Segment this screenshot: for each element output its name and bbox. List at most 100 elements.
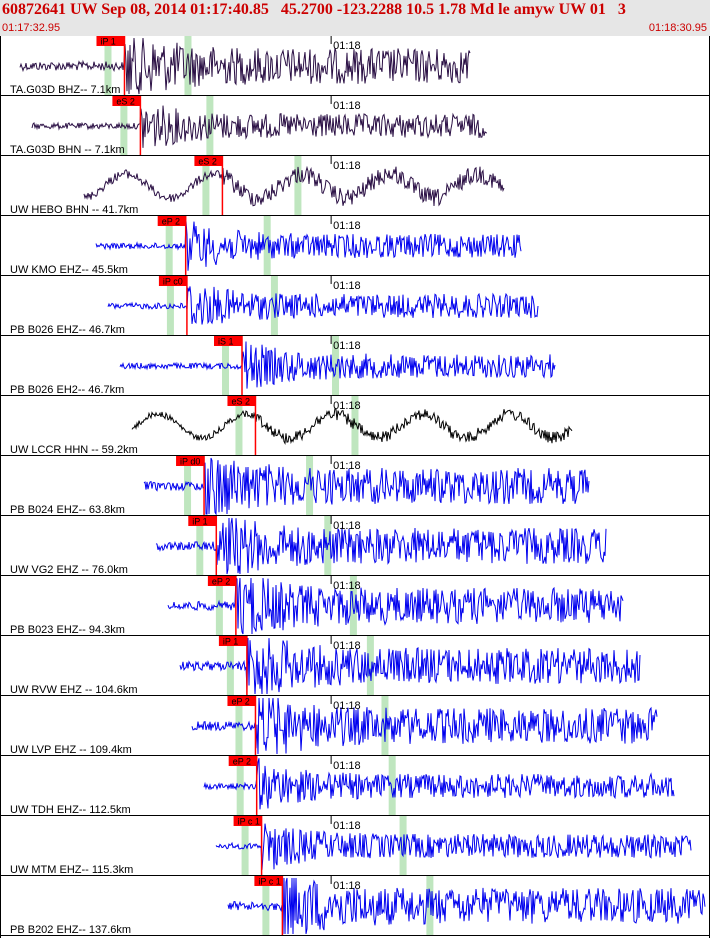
pick-label: iS 1 bbox=[218, 337, 234, 347]
station-label: PB B026 EHZ-- 46.7km bbox=[10, 324, 125, 336]
station-label: UW TDH EHZ-- 112.5km bbox=[10, 804, 131, 816]
window-band bbox=[215, 576, 223, 636]
station-label: PB B202 EHZ-- 137.6km bbox=[10, 924, 131, 936]
trace-panel: iP 1 01:18 UW VG2 EHZ -- 76.0km bbox=[0, 516, 710, 576]
trace-panel: iP c 1 01:18 PB B202 EHZ-- 137.6km bbox=[0, 876, 710, 936]
trace-panel: eP 2 01:18 UW LVP EHZ -- 109.4km bbox=[0, 696, 710, 756]
trace-panel: iP c0 01:18 PB B026 EHZ-- 46.7km bbox=[0, 276, 710, 336]
time-tick-label: 01:18 bbox=[333, 520, 361, 532]
pick-flag bbox=[254, 876, 283, 886]
time-tick-label: 01:18 bbox=[333, 760, 361, 772]
window-band bbox=[306, 456, 314, 516]
pick-flag bbox=[218, 636, 247, 646]
pick-flag bbox=[227, 396, 256, 406]
pick-label: eS 2 bbox=[116, 97, 135, 107]
waveform-line bbox=[227, 877, 706, 935]
trace-panel: eS 2 01:18 UW LCCR HHN -- 59.2km bbox=[0, 396, 710, 456]
pick-label: eP 2 bbox=[233, 757, 251, 767]
waveform-line bbox=[119, 341, 556, 389]
station-label: UW KMO EHZ-- 45.5km bbox=[10, 264, 128, 276]
pick-flag bbox=[214, 336, 242, 346]
header-bar: 60872641 UW Sep 08, 2014 01:17:40.85 45.… bbox=[0, 0, 710, 36]
window-band bbox=[202, 156, 210, 216]
pick-flag bbox=[207, 576, 236, 586]
time-tick-label: 01:18 bbox=[333, 340, 361, 352]
waveform-line bbox=[107, 286, 539, 325]
pick-label: eP 2 bbox=[231, 697, 249, 707]
station-label: UW LCCR HHN -- 59.2km bbox=[10, 444, 138, 456]
pick-label: iP 1 bbox=[100, 37, 115, 47]
time-tick-label: 01:18 bbox=[333, 460, 361, 472]
trace-panel: iP 1 01:18 UW RVW EHZ -- 104.6km bbox=[0, 636, 710, 696]
pick-flag bbox=[227, 696, 256, 706]
trace-panel: eS 2 01:18 TA.G03D BHN -- 7.1km bbox=[0, 96, 710, 156]
pick-label: iP d0 bbox=[180, 457, 200, 467]
window-band bbox=[196, 516, 204, 576]
pick-flag bbox=[157, 216, 186, 226]
window-band bbox=[381, 696, 389, 756]
pick-flag bbox=[228, 756, 257, 766]
window-band bbox=[426, 876, 434, 936]
window-band bbox=[388, 756, 396, 816]
station-label: PB B023 EHZ-- 94.3km bbox=[10, 624, 125, 636]
waveform-line bbox=[155, 517, 607, 575]
time-tick-label: 01:18 bbox=[333, 160, 361, 172]
pick-flag bbox=[233, 816, 262, 826]
waveform-line bbox=[143, 457, 590, 516]
station-label: UW MTM EHZ-- 115.3km bbox=[10, 864, 133, 876]
trace-panel: eS 2 01:18 UW HEBO BHN -- 41.7km bbox=[0, 156, 710, 216]
trace-panel: eP 2 01:18 UW TDH EHZ-- 112.5km bbox=[0, 756, 710, 816]
time-tick-label: 01:18 bbox=[333, 700, 361, 712]
time-tick-label: 01:18 bbox=[333, 100, 361, 112]
waveform-line bbox=[19, 37, 471, 95]
pick-label: iP c 1 bbox=[238, 817, 260, 827]
window-band bbox=[351, 396, 359, 456]
trace-panel: iS 1 01:18 PB B026 EH2-- 46.7km bbox=[0, 336, 710, 396]
time-tick-label: 01:18 bbox=[333, 280, 361, 292]
window-band bbox=[294, 156, 302, 216]
trace-panel: eP 2 01:18 PB B023 EHZ-- 94.3km bbox=[0, 576, 710, 636]
pick-label: eP 2 bbox=[212, 577, 230, 587]
waveform-line bbox=[95, 221, 522, 271]
station-label: PB B026 EH2-- 46.7km bbox=[10, 384, 124, 396]
pick-label: iP 1 bbox=[223, 637, 238, 647]
window-band bbox=[366, 636, 374, 696]
pick-flag bbox=[194, 156, 223, 166]
station-label: UW HEBO BHN -- 41.7km bbox=[10, 204, 138, 216]
waveform-line bbox=[167, 576, 624, 635]
pick-flag bbox=[112, 96, 141, 106]
pick-label: eS 2 bbox=[198, 157, 217, 167]
station-label: TA.G03D BHZ-- 7.1km bbox=[10, 84, 120, 96]
event-title: 60872641 UW Sep 08, 2014 01:17:40.85 45.… bbox=[2, 1, 626, 18]
waveform-line bbox=[203, 758, 675, 810]
time-tick-label: 01:18 bbox=[333, 820, 361, 832]
time-tick-label: 01:18 bbox=[333, 220, 361, 232]
pick-flag bbox=[176, 456, 205, 466]
station-label: PB B024 EHZ-- 63.8km bbox=[10, 504, 125, 516]
pick-flag bbox=[188, 516, 217, 526]
pick-label: eS 2 bbox=[231, 397, 250, 407]
pick-label: iP c0 bbox=[163, 277, 183, 287]
pick-flag bbox=[158, 276, 187, 286]
pick-label: iP 1 bbox=[192, 517, 207, 527]
time-tick-label: 01:18 bbox=[333, 880, 361, 892]
trace-panel: iP d0 01:18 PB B024 EHZ-- 63.8km bbox=[0, 456, 710, 516]
station-label: TA.G03D BHN -- 7.1km bbox=[10, 144, 125, 156]
time-tick-label: 01:18 bbox=[333, 580, 361, 592]
time-tick-label: 01:18 bbox=[333, 640, 361, 652]
station-label: UW VG2 EHZ -- 76.0km bbox=[10, 564, 128, 576]
waveform-line bbox=[215, 823, 692, 870]
waveform-line bbox=[83, 165, 505, 207]
waveform-line bbox=[191, 697, 658, 755]
trace-panel: eP 2 01:18 UW KMO EHZ-- 45.5km bbox=[0, 216, 710, 276]
pick-flag bbox=[96, 36, 125, 46]
time-tick-label: 01:18 bbox=[333, 400, 361, 412]
window-band bbox=[104, 36, 112, 96]
start-time-label: 01:17:32.95 bbox=[2, 22, 61, 34]
trace-panel: iP c 1 01:18 UW MTM EHZ-- 115.3km bbox=[0, 816, 710, 876]
station-label: UW RVW EHZ -- 104.6km bbox=[10, 684, 138, 696]
trace-panel: iP 1 01:18 TA.G03D BHZ-- 7.1km bbox=[0, 36, 710, 96]
window-band bbox=[235, 396, 243, 456]
window-band bbox=[235, 696, 243, 756]
